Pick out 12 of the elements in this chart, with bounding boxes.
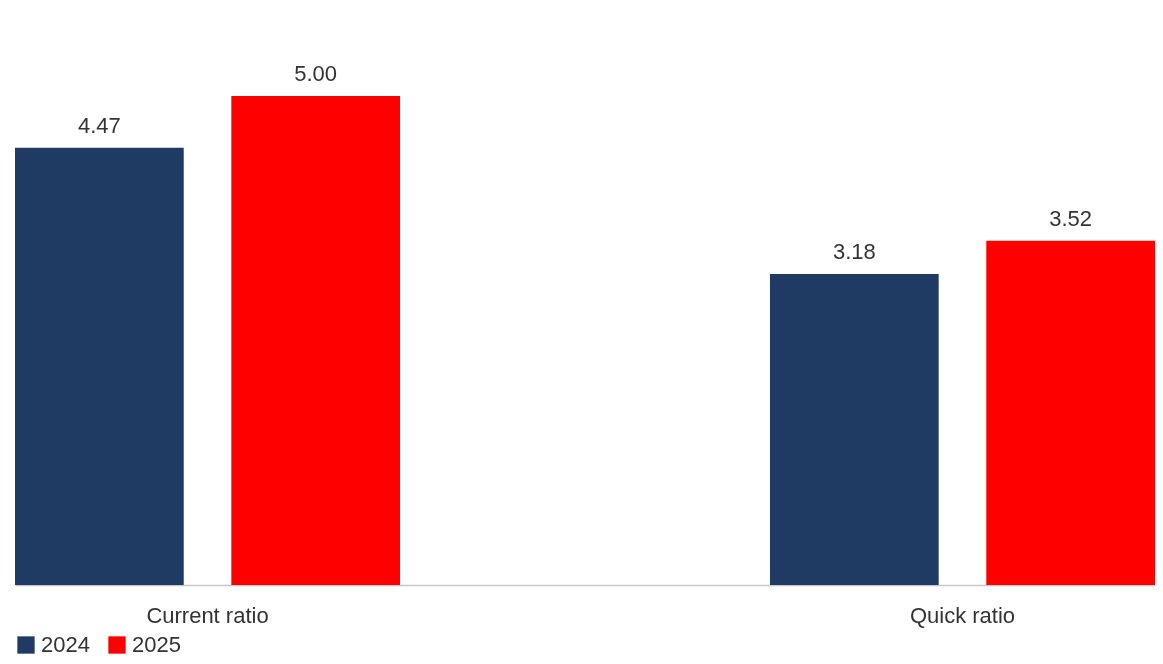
bar <box>769 274 939 585</box>
data-label: 5.00 <box>294 61 338 86</box>
x-tick-label: Current ratio <box>146 602 269 628</box>
legend-label: 2024 <box>41 632 90 657</box>
data-label: 4.47 <box>77 112 121 138</box>
x-tick-label: Quick ratio <box>909 602 1016 628</box>
legend-label: 2025 <box>132 632 181 657</box>
data-label: 3.52 <box>1049 205 1093 231</box>
bar <box>986 240 1155 585</box>
bar <box>231 96 401 585</box>
data-label: 3.18 <box>832 239 876 264</box>
bar <box>15 147 184 585</box>
